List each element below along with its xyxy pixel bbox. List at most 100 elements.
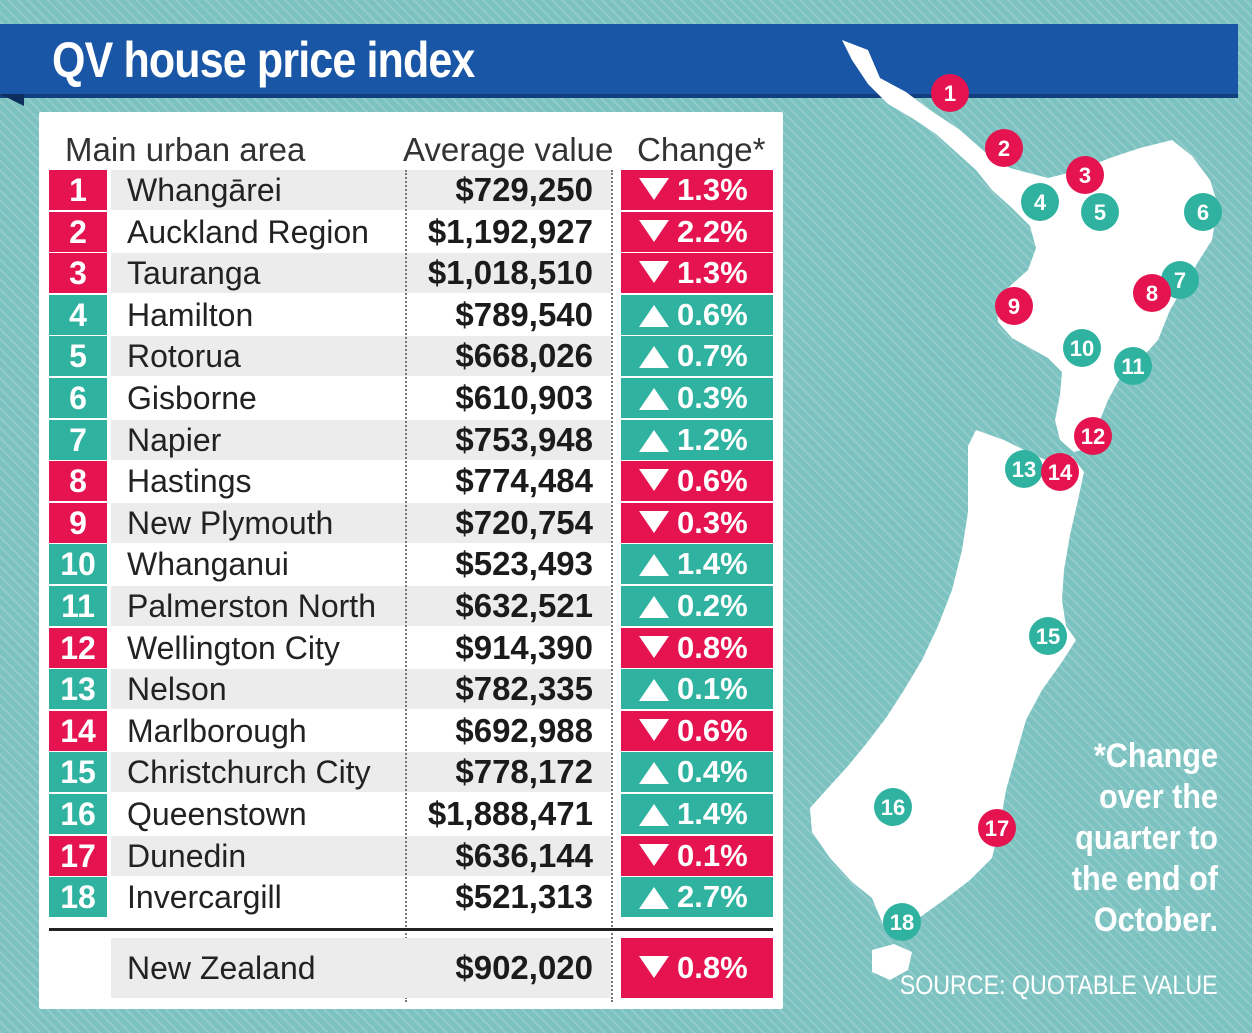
map-marker (1021, 183, 1059, 221)
table-row: 17 Dunedin $636,144 0.1% (49, 835, 773, 876)
table-row: 14 Marlborough $692,988 0.6% (49, 710, 773, 751)
area-name: Marlborough (127, 712, 307, 749)
change-value: 1.2% (677, 421, 748, 457)
change-value: 0.8% (677, 629, 748, 665)
source-credit: SOURCE: QUOTABLE VALUE (900, 970, 1218, 1000)
map-marker (1114, 347, 1152, 385)
average-value: $729,250 (455, 171, 593, 208)
row-background (111, 586, 611, 626)
up-arrow-icon (639, 596, 669, 618)
table-row: 16 Queenstown $1,888,471 1.4% (49, 794, 773, 834)
area-name: Hamilton (127, 296, 254, 333)
footnote: *Change over the quarter to the end of O… (1071, 737, 1218, 939)
down-arrow-icon (639, 469, 669, 492)
change-badge: 0.4% (621, 752, 773, 793)
area-name: Napier (127, 421, 222, 458)
map-marker-label: 14 (1048, 460, 1073, 485)
rank-badge: 13 (49, 669, 107, 710)
map-marker (1005, 450, 1043, 488)
title-banner (0, 24, 1238, 98)
change-value: 1.4% (677, 796, 748, 831)
table-row: 9 New Plymouth $720,754 0.3% (49, 502, 773, 543)
map-marker-label: 11 (1121, 354, 1144, 379)
change-badge: 0.8% (621, 938, 773, 998)
up-arrow-icon (639, 429, 669, 452)
row-background (111, 502, 611, 543)
average-value: $778,172 (455, 753, 593, 791)
south-island-shape (810, 430, 1084, 936)
map-marker-label: 2 (998, 136, 1010, 161)
change-badge: 1.3% (621, 253, 773, 294)
average-value: $632,521 (455, 587, 593, 624)
down-arrow-icon (639, 635, 669, 658)
average-value: $914,390 (455, 628, 593, 666)
area-name: Christchurch City (127, 754, 371, 791)
change-value: 0.8% (677, 950, 748, 985)
area-name: New Plymouth (127, 504, 334, 541)
map-marker-label: 18 (890, 910, 914, 935)
rank-badge: 5 (49, 336, 107, 377)
change-badge: 0.3% (621, 378, 773, 418)
table-row: 4 Hamilton $789,540 0.6% (49, 294, 773, 335)
map-marker (1041, 453, 1079, 491)
rank-badge: 3 (49, 253, 107, 294)
column-divider (611, 170, 613, 1002)
change-badge: 0.1% (621, 835, 773, 876)
map-marker-label: 3 (1079, 163, 1091, 188)
rank-badge: 15 (49, 752, 107, 793)
map-marker (883, 903, 921, 941)
table-row: 1 Whangārei $729,250 1.3% (49, 170, 773, 210)
average-value: $753,948 (455, 420, 593, 458)
change-value: 0.6% (677, 463, 748, 499)
change-badge: 0.6% (621, 710, 773, 751)
table-row: 11 Palmerston North $632,521 0.2% (49, 586, 773, 626)
table-row: 3 Tauranga $1,018,510 1.3% (49, 253, 773, 294)
row-background (111, 253, 611, 294)
map-marker-label: 8 (1146, 281, 1158, 306)
table-row: 8 Hastings $774,484 0.6% (49, 461, 773, 502)
page-title: QV house price index (52, 32, 475, 88)
row-background (111, 938, 611, 998)
up-arrow-icon (639, 346, 669, 369)
table-row: 12 Wellington City $914,390 0.8% (49, 627, 773, 668)
row-background (111, 669, 611, 710)
area-name: Invercargill (127, 879, 282, 916)
average-value: $774,484 (455, 462, 593, 500)
change-value: 0.6% (677, 712, 748, 748)
rank-badge: 1 (49, 170, 107, 210)
map-marker (995, 287, 1033, 325)
map-marker (1074, 417, 1112, 455)
rank-badge: 7 (49, 419, 107, 460)
map-marker-label: 15 (1036, 624, 1060, 649)
table-row: 15 Christchurch City $778,172 0.4% (49, 752, 773, 793)
area-name: Tauranga (127, 255, 261, 292)
change-value: 2.7% (677, 879, 748, 915)
change-badge: 1.3% (621, 170, 773, 210)
rank-badge: 17 (49, 835, 107, 876)
map-marker-label: 1 (944, 81, 956, 106)
table-row: 18 Invercargill $521,313 2.7% (49, 877, 773, 918)
row-background (111, 835, 611, 876)
average-value: $692,988 (455, 711, 593, 749)
table-row: 10 Whanganui $523,493 1.4% (49, 544, 773, 585)
rank-badge: 12 (49, 627, 107, 668)
average-value: $782,335 (455, 670, 593, 708)
stewart-island-shape (872, 944, 912, 980)
table-row: 5 Rotorua $668,026 0.7% (49, 336, 773, 377)
map-marker-label: 9 (1008, 294, 1020, 319)
rank-badge: 4 (49, 294, 107, 335)
change-badge: 2.7% (621, 877, 773, 918)
down-arrow-icon (639, 510, 669, 533)
area-name: Dunedin (127, 837, 247, 874)
rank-badge: 10 (49, 544, 107, 585)
change-badge: 1.4% (621, 544, 773, 585)
change-value: 0.6% (677, 296, 748, 332)
column-header-value: Average value (403, 131, 614, 168)
change-badge: 0.8% (621, 627, 773, 668)
down-arrow-icon (639, 956, 669, 978)
change-value: 0.1% (677, 671, 748, 707)
change-badge: 2.2% (621, 211, 773, 252)
table-row: 6 Gisborne $610,903 0.3% (49, 378, 773, 418)
map-marker-label: 17 (985, 816, 1009, 841)
